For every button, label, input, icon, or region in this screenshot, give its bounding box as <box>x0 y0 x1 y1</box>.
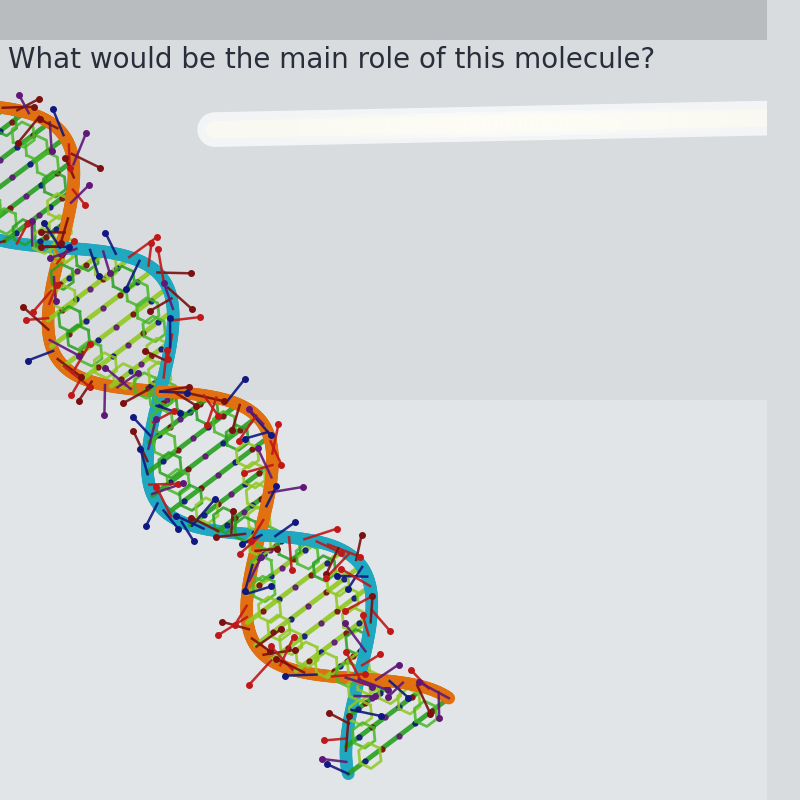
Bar <box>0 0 766 40</box>
Bar <box>0 400 766 800</box>
Text: What would be the main role of this molecule?: What would be the main role of this mole… <box>8 46 655 74</box>
